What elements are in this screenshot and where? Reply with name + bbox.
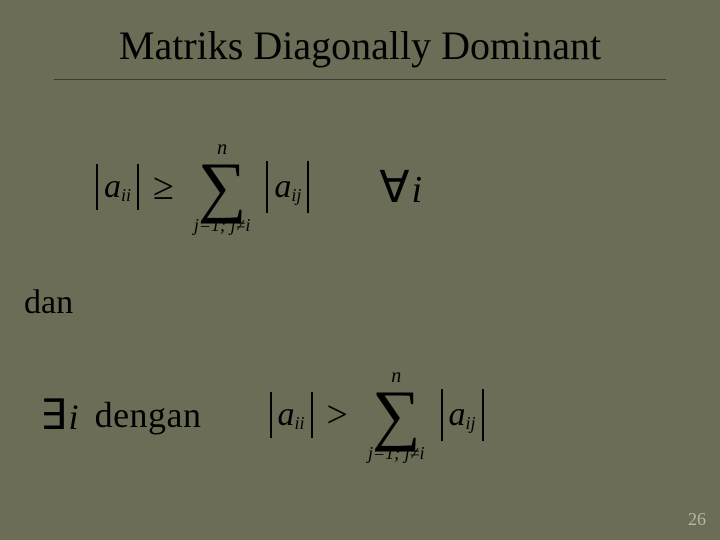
sigma-icon: ∑ <box>372 386 420 444</box>
relation-geq: ≥ <box>139 165 188 209</box>
formula-weak-dominance: aii ≥ n ∑ j=1; j≠i aij ∀i <box>96 122 656 252</box>
formula-row: aii ≥ n ∑ j=1; j≠i aij ∀i <box>96 122 656 252</box>
forall-quantifier: ∀i <box>309 162 422 213</box>
subscript-ij: ij <box>466 414 476 432</box>
exists-quantifier: ∃i <box>40 390 83 440</box>
variable-a: a <box>449 398 466 432</box>
subscript-ii: ii <box>121 186 131 204</box>
page-title: Matriks Diagonally Dominant <box>40 22 680 77</box>
sum-lower-limit: j=1; j≠i <box>368 444 425 464</box>
subscript-ij: ij <box>291 186 301 204</box>
formula-strict-dominance: ∃i dengan aii > n ∑ j=1; j≠i aij <box>40 350 700 480</box>
formula-row: ∃i dengan aii > n ∑ j=1; j≠i aij <box>40 350 700 480</box>
connector-text: dan <box>24 284 73 322</box>
quant-var-i: i <box>67 397 79 437</box>
summation: n ∑ j=1; j≠i <box>368 366 425 464</box>
title-underline <box>54 79 666 80</box>
summation: n ∑ j=1; j≠i <box>194 138 251 236</box>
forall-icon: ∀ <box>379 163 409 212</box>
variable-a: a <box>274 170 291 204</box>
subscript-ii: ii <box>295 414 305 432</box>
sum-lower-limit: j=1; j≠i <box>194 216 251 236</box>
title-block: Matriks Diagonally Dominant <box>0 22 720 80</box>
abs-rhs: aij <box>441 389 484 441</box>
page-number: 26 <box>688 509 706 530</box>
abs-lhs: aii <box>96 164 139 210</box>
relation-gt: > <box>313 393 362 437</box>
sigma-icon: ∑ <box>198 158 246 216</box>
abs-rhs: aij <box>266 161 309 213</box>
connector-word: dengan <box>83 394 230 436</box>
quant-var-i: i <box>410 169 423 211</box>
abs-lhs: aii <box>270 392 313 438</box>
exists-icon: ∃ <box>40 393 67 439</box>
variable-a: a <box>278 398 295 432</box>
variable-a: a <box>104 170 121 204</box>
slide: Matriks Diagonally Dominant aii ≥ n ∑ j=… <box>0 0 720 540</box>
